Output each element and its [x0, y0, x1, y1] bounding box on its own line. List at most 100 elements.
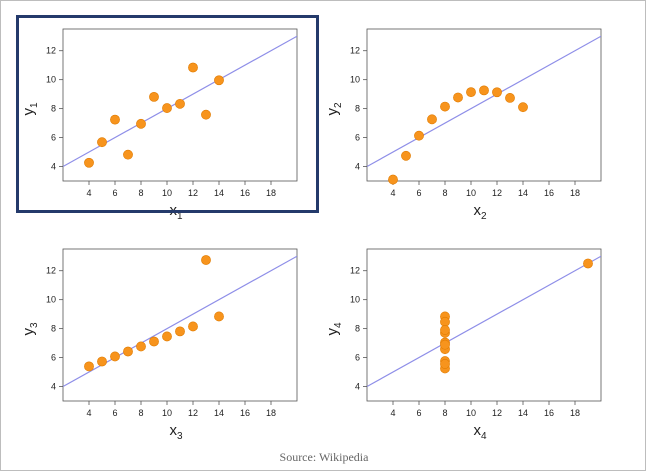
- data-point: [427, 114, 437, 125]
- x-tick-label: 10: [466, 408, 476, 418]
- data-point: [162, 331, 172, 342]
- data-point: [518, 102, 528, 113]
- x-tick-label: 18: [570, 188, 580, 198]
- x-tick-label: 8: [442, 188, 447, 198]
- data-point: [97, 137, 107, 148]
- data-point: [583, 258, 593, 269]
- source-caption: Source: Wikipedia: [279, 450, 369, 464]
- x-tick-label: 12: [492, 408, 502, 418]
- x-tick-label: 8: [138, 188, 143, 198]
- data-point: [440, 101, 450, 112]
- data-point: [201, 109, 211, 120]
- y-tick-label: 10: [46, 295, 56, 305]
- y-axis-label: y4: [324, 322, 344, 336]
- data-point: [84, 157, 94, 168]
- x-tick-label: 8: [442, 408, 447, 418]
- scatter-plot-3: 4 6 8 10 12 14 16 18 4 6 8 10 12 x3 y3: [20, 248, 298, 442]
- x-axis-label: x4: [473, 422, 487, 442]
- y-axis-label: y1: [20, 102, 40, 116]
- panel-3: 4 6 8 10 12 14 16 18 4 6 8 10 12 x3 y3: [20, 241, 321, 442]
- y-tick-label: 4: [51, 162, 56, 172]
- y-tick-label: 6: [51, 353, 56, 363]
- data-point: [479, 85, 489, 96]
- y-axis-label: y3: [20, 322, 40, 336]
- y-tick-label: 12: [350, 266, 360, 276]
- x-tick-label: 10: [162, 188, 172, 198]
- panel-2: 4 6 8 10 12 14 16 18 4 6 8 10 12 x2 y2: [324, 21, 625, 222]
- y-tick-label: 6: [355, 133, 360, 143]
- data-point: [214, 311, 224, 322]
- plot-area: [62, 248, 298, 402]
- data-point: [162, 103, 172, 113]
- y-tick-label: 12: [46, 46, 56, 56]
- x-tick-label: 4: [390, 408, 395, 418]
- data-point: [84, 361, 94, 372]
- scatter-plot-2: 4 6 8 10 12 14 16 18 4 6 8 10 12 x2 y2: [324, 28, 602, 222]
- data-point: [414, 130, 424, 141]
- highlight-box: [16, 15, 319, 213]
- y-tick-label: 8: [51, 324, 56, 334]
- scatter-plot-4: 4 6 8 10 12 14 16 18 4 6 8 10 12 x4 y4: [324, 248, 602, 442]
- data-point: [440, 359, 450, 369]
- x-tick-label: 4: [86, 408, 91, 418]
- data-point: [110, 351, 120, 362]
- x-axis-label: x2: [473, 202, 487, 222]
- x-tick-label: 14: [518, 408, 528, 418]
- data-point: [175, 98, 185, 109]
- y-tick-label: 4: [51, 382, 56, 392]
- x-tick-label: 18: [570, 408, 580, 418]
- regression-line: [367, 255, 601, 388]
- x-tick-label: 18: [266, 408, 276, 418]
- data-point: [440, 339, 450, 350]
- y-tick-label: 8: [355, 324, 360, 334]
- y-tick-label: 10: [46, 75, 56, 85]
- plot-area: [366, 28, 602, 182]
- x-tick-label: 10: [162, 408, 172, 418]
- y-tick-label: 12: [46, 266, 56, 276]
- y-tick-label: 10: [350, 295, 360, 305]
- y-tick-label: 4: [355, 382, 360, 392]
- data-point: [110, 114, 120, 125]
- y-axis-label: y2: [324, 102, 344, 116]
- data-point: [201, 255, 211, 265]
- data-point: [492, 87, 502, 98]
- y-tick-label: 8: [355, 104, 360, 114]
- plot-area: [366, 248, 602, 402]
- data-point: [123, 149, 133, 160]
- x-tick-label: 6: [416, 188, 421, 198]
- data-point: [97, 356, 107, 367]
- x-axis-label: x3: [169, 422, 183, 442]
- x-tick-label: 12: [188, 188, 198, 198]
- regression-line: [367, 35, 601, 168]
- data-point: [214, 75, 224, 86]
- y-tick-label: 6: [51, 133, 56, 143]
- data-point: [136, 341, 146, 352]
- data-point: [123, 346, 133, 357]
- data-point: [401, 150, 411, 161]
- panel-1: 4 6 8 10 12 14 16 18 4 6 8 10 12 x1 y1: [20, 21, 321, 222]
- x-tick-label: 14: [518, 188, 528, 198]
- x-tick-label: 12: [492, 188, 502, 198]
- x-tick-label: 14: [214, 408, 224, 418]
- data-point: [453, 92, 463, 103]
- x-tick-label: 14: [214, 188, 224, 198]
- x-tick-label: 6: [416, 408, 421, 418]
- x-tick-label: 8: [138, 408, 143, 418]
- x-tick-label: 6: [112, 188, 117, 198]
- x-tick-label: 10: [466, 188, 476, 198]
- data-point: [136, 118, 146, 129]
- data-point: [188, 321, 198, 332]
- x-tick-label: 16: [240, 408, 250, 418]
- data-point: [149, 336, 159, 347]
- data-point: [149, 91, 159, 102]
- x-tick-label: 4: [390, 188, 395, 198]
- y-tick-label: 4: [355, 162, 360, 172]
- data-point: [388, 174, 398, 185]
- data-point: [188, 62, 198, 73]
- data-point: [466, 87, 476, 98]
- x-tick-label: 16: [544, 188, 554, 198]
- y-tick-label: 8: [51, 104, 56, 114]
- data-point: [440, 325, 450, 335]
- y-tick-label: 10: [350, 75, 360, 85]
- x-tick-label: 6: [112, 408, 117, 418]
